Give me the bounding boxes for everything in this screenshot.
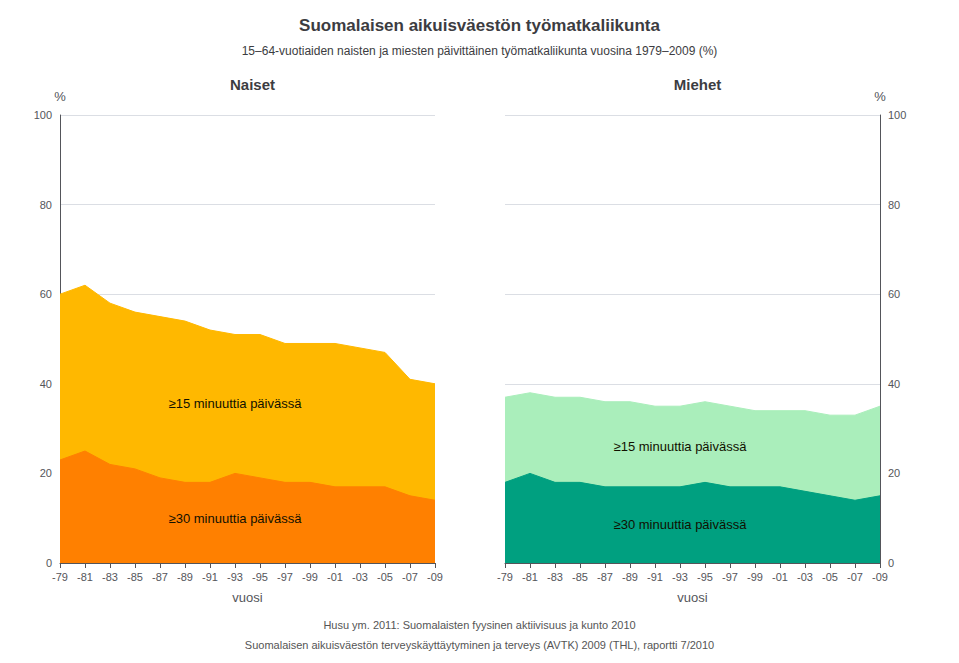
svg-text:-97: -97	[722, 571, 738, 583]
svg-text:Miehet: Miehet	[674, 76, 722, 93]
svg-text:-81: -81	[77, 571, 93, 583]
svg-text:-07: -07	[847, 571, 863, 583]
svg-text:-87: -87	[152, 571, 168, 583]
svg-text:≥30 minuuttia päivässä: ≥30 minuuttia päivässä	[169, 511, 303, 526]
svg-text:20: 20	[888, 467, 900, 479]
svg-text:-09: -09	[872, 571, 888, 583]
svg-text:Naiset: Naiset	[230, 76, 275, 93]
svg-text:15–64-vuotiaiden naisten ja mi: 15–64-vuotiaiden naisten ja miesten päiv…	[242, 44, 718, 58]
svg-text:-91: -91	[202, 571, 218, 583]
svg-text:-89: -89	[177, 571, 193, 583]
svg-text:-01: -01	[772, 571, 788, 583]
svg-text:-83: -83	[547, 571, 563, 583]
svg-text:-03: -03	[797, 571, 813, 583]
svg-text:-07: -07	[402, 571, 418, 583]
svg-text:20: 20	[40, 467, 52, 479]
svg-text:0: 0	[888, 557, 894, 569]
svg-text:vuosi: vuosi	[677, 590, 707, 605]
svg-text:-87: -87	[597, 571, 613, 583]
svg-text:-79: -79	[497, 571, 513, 583]
svg-text:%: %	[874, 89, 886, 104]
svg-text:40: 40	[888, 378, 900, 390]
svg-text:100: 100	[888, 109, 906, 121]
svg-text:-05: -05	[377, 571, 393, 583]
svg-text:80: 80	[888, 199, 900, 211]
svg-text:40: 40	[40, 378, 52, 390]
svg-text:≥15 minuuttia päivässä: ≥15 minuuttia päivässä	[614, 439, 748, 454]
svg-text:-81: -81	[522, 571, 538, 583]
svg-text:100: 100	[34, 109, 52, 121]
svg-text:-95: -95	[697, 571, 713, 583]
svg-text:-99: -99	[302, 571, 318, 583]
svg-text:-93: -93	[227, 571, 243, 583]
svg-text:60: 60	[888, 288, 900, 300]
svg-text:-85: -85	[572, 571, 588, 583]
svg-text:0: 0	[46, 557, 52, 569]
svg-text:-99: -99	[747, 571, 763, 583]
svg-text:≥15 minuuttia päivässä: ≥15 minuuttia päivässä	[169, 396, 303, 411]
svg-text:-93: -93	[672, 571, 688, 583]
svg-text:Suomalaisen aikuisväestön työm: Suomalaisen aikuisväestön työmatkaliikun…	[299, 16, 660, 35]
svg-text:-95: -95	[252, 571, 268, 583]
svg-text:-89: -89	[622, 571, 638, 583]
svg-text:-79: -79	[52, 571, 68, 583]
svg-text:-03: -03	[352, 571, 368, 583]
svg-text:60: 60	[40, 288, 52, 300]
svg-text:-85: -85	[127, 571, 143, 583]
svg-text:vuosi: vuosi	[232, 590, 262, 605]
svg-text:-91: -91	[647, 571, 663, 583]
svg-text:Suomalaisen aikuisväestön terv: Suomalaisen aikuisväestön terveyskäyttäy…	[245, 639, 714, 651]
svg-text:%: %	[54, 89, 66, 104]
svg-text:-09: -09	[427, 571, 443, 583]
svg-text:-83: -83	[102, 571, 118, 583]
svg-text:-05: -05	[822, 571, 838, 583]
svg-text:≥30 minuuttia päivässä: ≥30 minuuttia päivässä	[614, 517, 748, 532]
svg-text:-97: -97	[277, 571, 293, 583]
svg-text:Husu ym. 2011: Suomalaisten fy: Husu ym. 2011: Suomalaisten fyysinen akt…	[323, 619, 635, 631]
svg-text:80: 80	[40, 199, 52, 211]
svg-text:-01: -01	[327, 571, 343, 583]
